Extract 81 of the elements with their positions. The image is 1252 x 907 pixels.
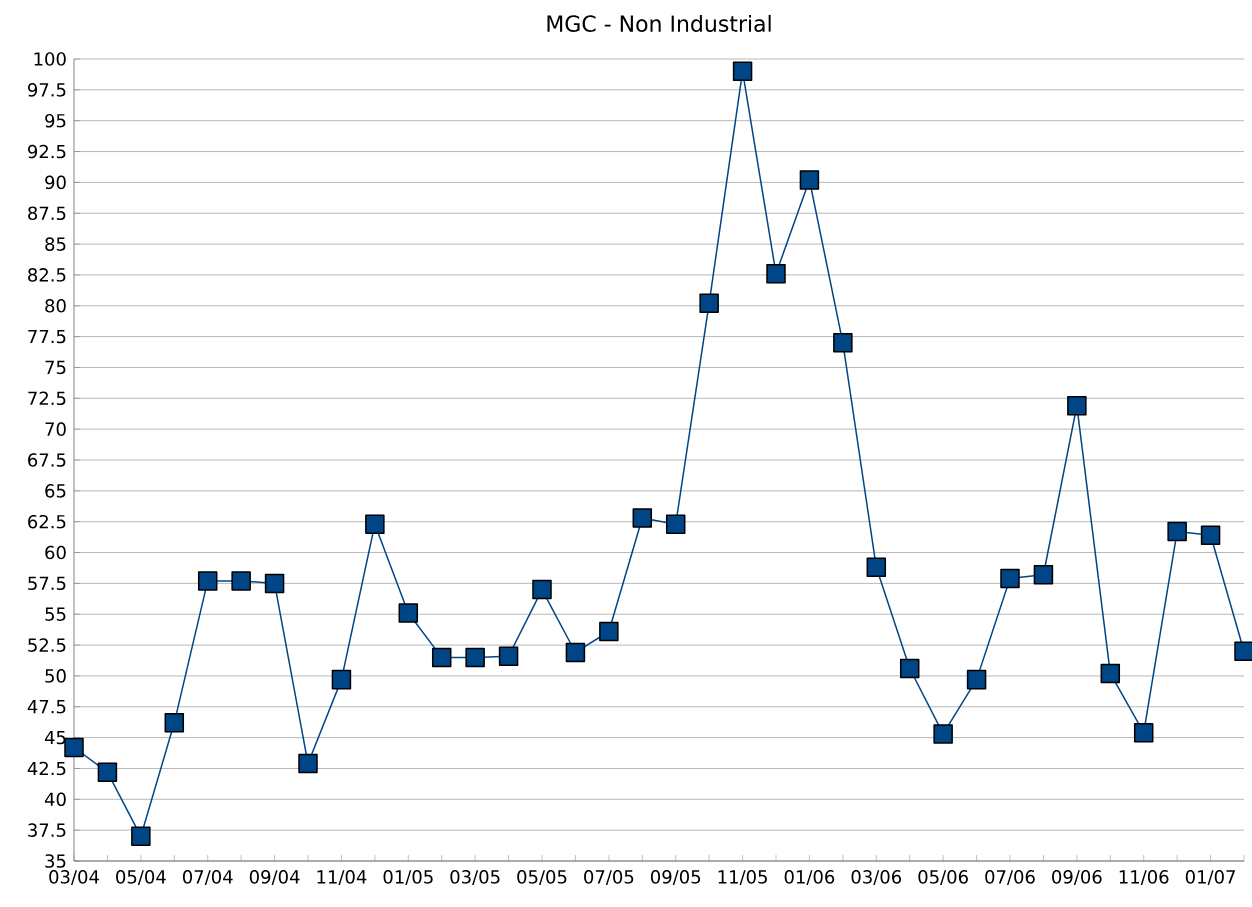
y-tick-label: 100 (34, 52, 66, 66)
y-tick-label: 52.5 (28, 638, 66, 652)
y-tick-label: 60 (45, 545, 66, 560)
point (231, 571, 251, 591)
point (197, 571, 218, 591)
x-tick-label: 11/05 (718, 870, 767, 886)
y-tick-label: 40 (44, 792, 66, 807)
x-tick-label: 03/04 (49, 870, 99, 886)
x-tick-label: 05/05 (517, 870, 567, 886)
point (331, 669, 352, 690)
point (799, 170, 820, 190)
point (766, 263, 786, 284)
point (164, 713, 185, 733)
x-tick-label: 11/06 (1119, 870, 1169, 886)
y-tick-label: 85 (45, 237, 66, 251)
y-tick-label: 72.5 (28, 391, 66, 406)
x-tick-label: 09/04 (249, 870, 300, 886)
y-tick-label: 75 (45, 360, 66, 375)
x-tick-label: 11/04 (317, 870, 367, 886)
point (97, 762, 118, 782)
y-tick-label: 37.5 (28, 823, 66, 837)
x-tick-label: 05/04 (116, 870, 166, 886)
x-tick-label: 03/06 (851, 870, 902, 886)
y-tick-label: 42.5 (27, 761, 66, 776)
x-tick-label: 07/04 (182, 870, 233, 886)
point (398, 603, 419, 623)
x-tick-label: 03/05 (450, 870, 500, 886)
point (866, 557, 887, 578)
point (966, 669, 987, 690)
y-tick-label: 82.5 (28, 268, 66, 282)
point (1133, 722, 1154, 743)
y-tick-label: 77.5 (28, 329, 66, 344)
point (131, 826, 151, 847)
y-tick-label: 90 (45, 175, 66, 190)
y-tick-label: 62.5 (28, 514, 66, 529)
y-tick-label: 92.5 (27, 144, 66, 159)
point (732, 61, 753, 82)
y-tick-label: 97.5 (27, 83, 66, 97)
point (699, 293, 719, 314)
point (365, 514, 385, 534)
x-tick-label: 01/07 (1185, 870, 1235, 886)
point (298, 753, 318, 774)
point (665, 514, 686, 534)
y-tick-label: 45 (44, 730, 66, 745)
point (833, 333, 853, 353)
y-tick-label: 47.5 (27, 700, 66, 714)
chart-title: MGC - Non Industrial (547, 14, 771, 32)
point (1100, 663, 1121, 684)
y-tick-label: 35 (45, 854, 66, 868)
x-tick-label: 01/06 (784, 870, 835, 886)
y-tick-label: 95 (45, 113, 66, 128)
point (933, 724, 953, 744)
point (1000, 568, 1020, 589)
x-tick-label: 01/05 (383, 870, 433, 886)
point (632, 508, 653, 528)
y-tick-label: 55 (45, 607, 66, 621)
y-tick-label: 80 (45, 298, 66, 313)
point (1033, 565, 1054, 585)
y-tick-label: 50 (45, 669, 66, 683)
point (1167, 521, 1187, 542)
point (1200, 525, 1221, 546)
x-tick-label: 07/06 (985, 870, 1035, 886)
y-tick-label: 57.5 (28, 576, 66, 591)
x-tick-label: 09/06 (1052, 870, 1102, 886)
x-tick-label: 09/05 (650, 870, 701, 886)
point (565, 642, 586, 663)
point (899, 658, 920, 679)
point (64, 737, 84, 758)
y-tick-label: 65 (45, 484, 66, 498)
point (465, 647, 485, 668)
x-tick-label: 05/06 (918, 870, 968, 886)
y-tick-label: 70 (45, 422, 66, 436)
point (599, 621, 619, 642)
y-tick-label: 67.5 (28, 453, 66, 467)
point (431, 647, 452, 668)
point (1067, 395, 1087, 416)
point (264, 573, 285, 594)
y-tick-label: 87.5 (28, 206, 66, 221)
point (532, 579, 552, 600)
point (498, 646, 519, 666)
x-tick-label: 07/05 (584, 870, 634, 886)
